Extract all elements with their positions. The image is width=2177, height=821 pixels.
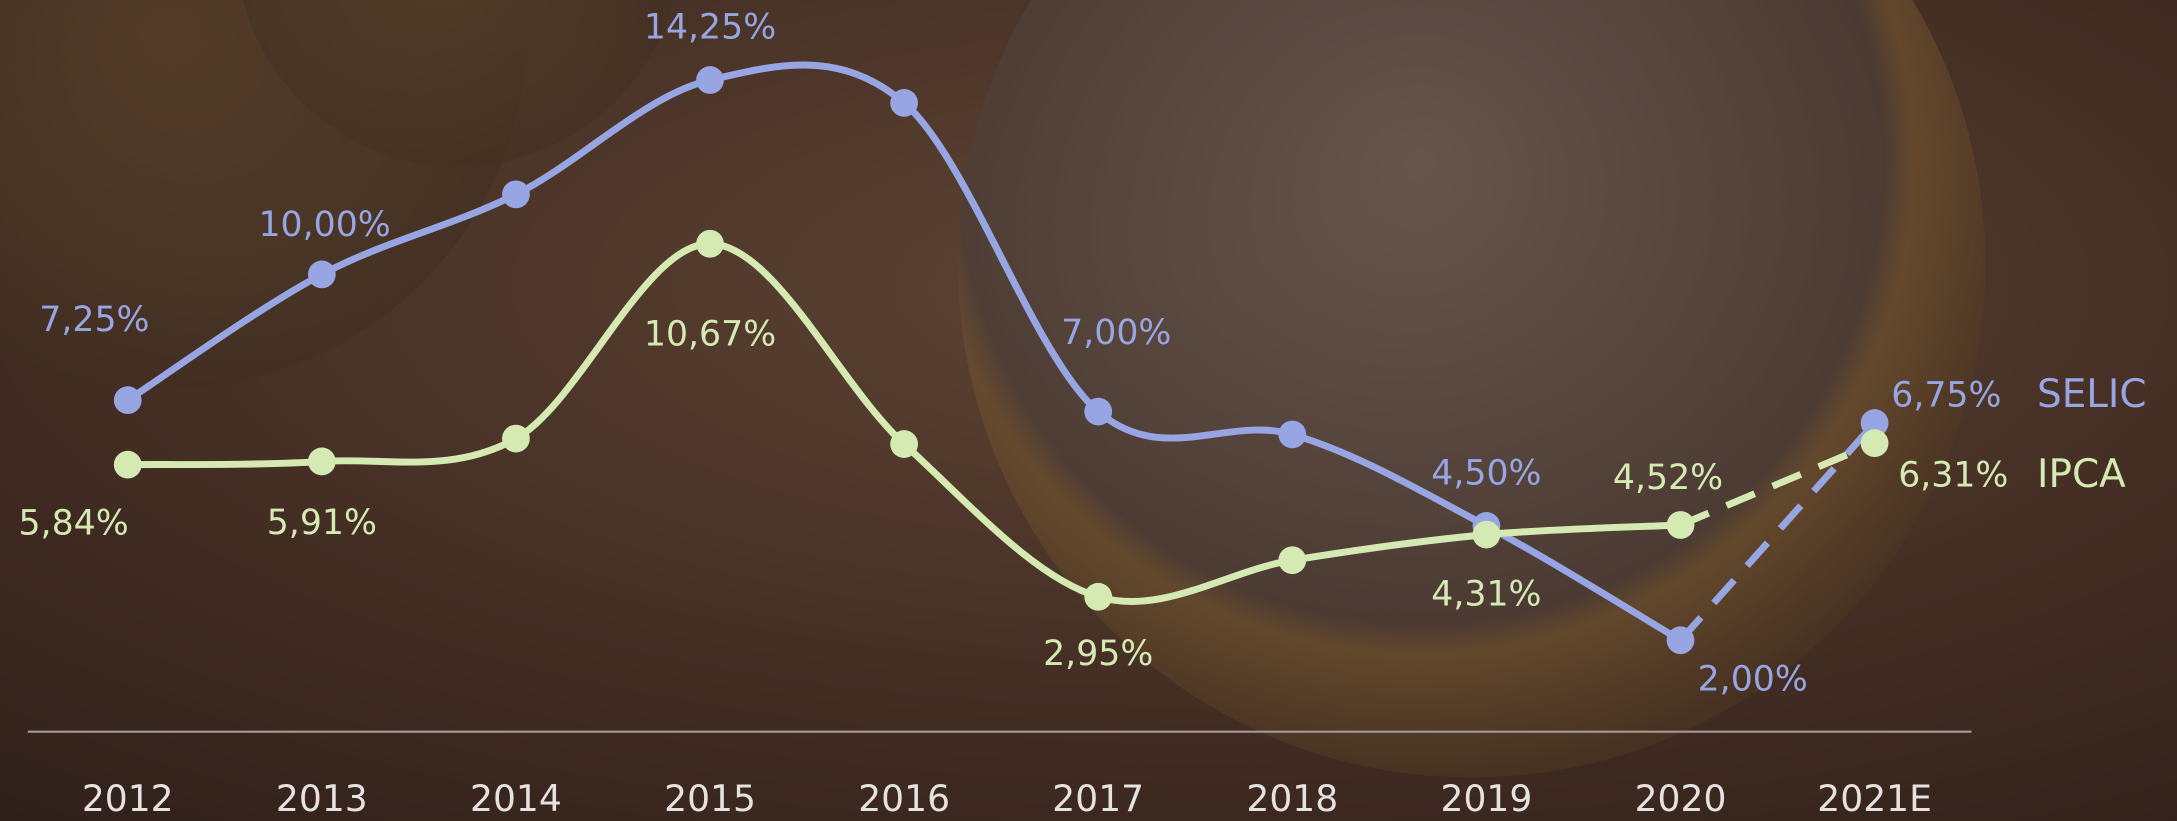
marker (502, 180, 530, 208)
chart: 2012 2013 2014 2015 2016 2017 2018 2019 2020 2021… (0, 0, 2177, 821)
x-tick-label: 2017 (1052, 778, 1144, 820)
x-tick-label: 2015 (664, 778, 756, 820)
x-tick-label: 2019 (1440, 778, 1532, 820)
x-tick-label: 2018 (1246, 778, 1338, 820)
page: 2012 2013 2014 2015 2016 2017 2018 2019 2020 2021… (0, 0, 2177, 821)
data-label: 4,50% (1431, 454, 1541, 494)
marker (1667, 626, 1695, 654)
marker (890, 89, 918, 117)
x-tick-label: 2020 (1635, 778, 1727, 820)
x-tick-label: 2014 (470, 778, 562, 820)
data-label: 10,00% (258, 205, 390, 245)
x-tick-label: 2013 (276, 778, 368, 820)
data-label: 2,95% (1043, 634, 1153, 674)
data-label: 6,75% (1891, 376, 2001, 416)
marker (1861, 429, 1889, 457)
data-label: 4,52% (1613, 458, 1723, 498)
marker (114, 451, 142, 479)
data-label: 4,31% (1431, 575, 1541, 615)
marker (1667, 511, 1695, 539)
marker (1278, 421, 1306, 449)
data-label: 14,25% (644, 8, 776, 48)
marker (1278, 546, 1306, 574)
data-label: 2,00% (1698, 660, 1808, 700)
marker (308, 448, 336, 476)
marker (1473, 521, 1501, 549)
marker (696, 230, 724, 258)
marker (308, 261, 336, 289)
marker (1084, 398, 1112, 426)
data-label: 5,84% (18, 503, 128, 543)
data-label: 6,31% (1898, 455, 2008, 495)
data-label: 10,67% (644, 314, 776, 354)
x-tick-label: 2012 (82, 778, 174, 820)
data-label: 5,91% (267, 503, 377, 543)
legend-label: IPCA (2037, 452, 2126, 497)
data-label: 7,00% (1061, 313, 1171, 353)
data-label: 7,25% (39, 300, 149, 340)
marker (890, 430, 918, 458)
marker (114, 386, 142, 414)
x-tick-label: 2016 (858, 778, 950, 820)
marker (502, 425, 530, 453)
marker (696, 66, 724, 94)
legend-label: SELIC (2037, 372, 2146, 417)
marker (1084, 583, 1112, 611)
x-tick-label: 2021E (1817, 778, 1932, 820)
